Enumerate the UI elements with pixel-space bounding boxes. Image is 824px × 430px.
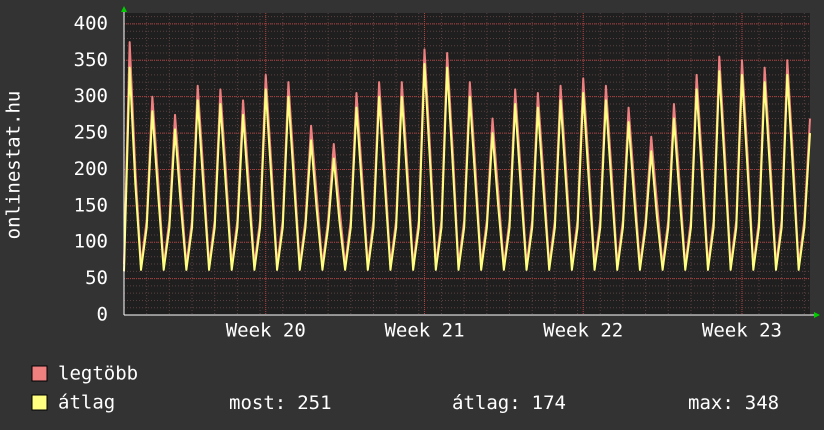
y-arrow	[121, 6, 127, 12]
stat-value: 174	[532, 392, 566, 414]
stat: most: 251	[229, 392, 332, 414]
y-tick-label: 0	[97, 304, 108, 326]
series-line	[123, 62, 811, 272]
axes	[121, 6, 820, 318]
stat-value: 348	[745, 392, 779, 414]
x-tick-label: Week 23	[702, 320, 782, 342]
y-tick-label: 200	[74, 158, 108, 180]
y-tick-label: 300	[74, 85, 108, 107]
stat-label: max:	[688, 392, 734, 414]
legend-label: legtöbb	[58, 363, 138, 385]
stat: átlag: 174	[452, 392, 566, 414]
y-tick-label: 150	[74, 194, 108, 216]
stat: max: 348	[688, 392, 779, 414]
y-tick-label: 100	[74, 231, 108, 253]
y-tick-label: 350	[74, 49, 108, 71]
y-tick-label: 50	[85, 267, 108, 289]
legend: legtöbb átlag most: 251 átlag: 174 max: 348	[31, 363, 779, 414]
y-tick-label: 400	[74, 12, 108, 34]
lines	[123, 41, 811, 272]
y-tick-label: 250	[74, 122, 108, 144]
legend-label: átlag	[58, 392, 115, 414]
x-tick-label: Week 21	[384, 320, 464, 342]
stat-value: 251	[297, 392, 331, 414]
stat-label: átlag:	[452, 392, 521, 414]
stat-label: most:	[229, 392, 286, 414]
x-tick-label: Week 20	[226, 320, 306, 342]
legend-swatch	[31, 394, 48, 411]
x-arrow	[814, 312, 820, 318]
grid	[123, 13, 810, 316]
x-tick-label: Week 22	[543, 320, 623, 342]
legend-swatch	[31, 365, 48, 382]
y-axis-title: onlinestat.hu	[3, 91, 25, 240]
